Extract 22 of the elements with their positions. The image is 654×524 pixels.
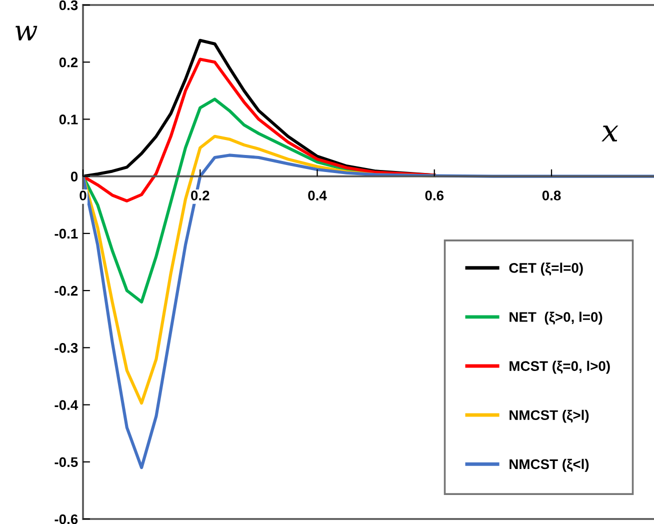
y-tick-label: -0.6 [54,514,78,524]
x-tick-label: 0.2 [191,190,210,200]
y-tick-label: -0.2 [54,286,78,296]
legend-label: NMCST (ξ<l) [510,458,589,472]
y-tick-label: -0.3 [54,343,78,353]
legend-label: NET (ξ>0, l=0) [510,312,602,325]
y-tick-label: 0.2 [59,57,78,68]
y-tick-label: 0.1 [59,114,78,124]
x-tick-label: 0.8 [542,190,561,200]
x-axis-title: x [602,126,618,142]
y-tick-label: 0.3 [59,0,78,10]
y-axis-title: w [16,26,38,40]
legend-label: NMCST (ξ>l) [510,410,589,423]
x-tick-label: 0.6 [425,190,444,200]
y-tick-label: -0.4 [54,400,78,410]
legend-label: CET (ξ=l=0) [509,262,583,276]
y-tick-label: 0 [70,172,78,182]
y-tick-label: -0.5 [54,457,78,468]
x-tick-label: 0.4 [308,190,327,200]
y-tick-label: -0.1 [54,228,78,239]
legend-label: MCST (ξ=0, l>0) [510,360,610,374]
x-tick-label: 0 [80,190,86,200]
